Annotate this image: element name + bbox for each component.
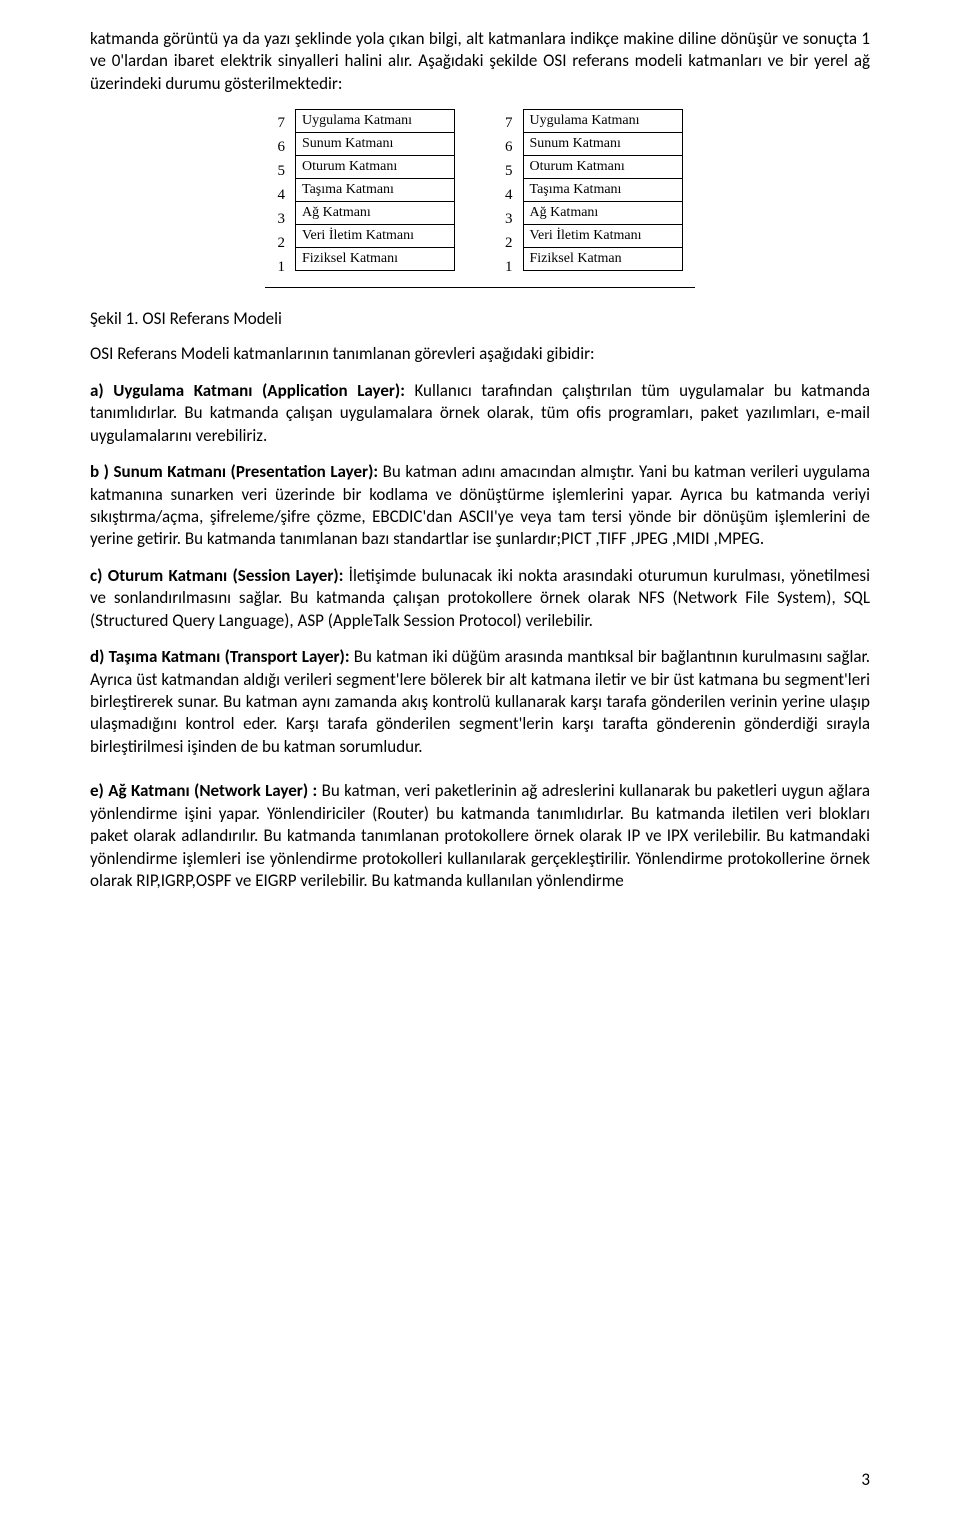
num: 3 [278,207,286,231]
layer-cell: Uygulama Katmanı [295,109,455,133]
num: 1 [278,255,286,279]
layer-cell: Fiziksel Katman [523,247,683,271]
layer-numbers-left: 7 6 5 4 3 2 1 [278,109,286,279]
layer-cell: Uygulama Katmanı [523,109,683,133]
page-number: 3 [861,1469,870,1490]
num: 4 [278,183,286,207]
num: 4 [505,183,513,207]
layer-numbers-right: 7 6 5 4 3 2 1 [505,109,513,279]
layer-cell: Sunum Katmanı [523,132,683,156]
num: 3 [505,207,513,231]
layer-cell: Taşıma Katmanı [523,178,683,202]
num: 6 [278,135,286,159]
num: 6 [505,135,513,159]
osi-stack-left: 7 6 5 4 3 2 1 Uygulama Katmanı Sunum Kat… [278,109,456,279]
layer-cell: Oturum Katmanı [523,155,683,179]
layer-cell: Sunum Katmanı [295,132,455,156]
layer-boxes-right: Uygulama Katmanı Sunum Katmanı Oturum Ka… [523,109,683,271]
num: 2 [505,231,513,255]
page: katmanda görüntü ya da yazı şeklinde yol… [0,0,960,1514]
section-a: a) Uygulama Katmanı (Application Layer):… [90,380,870,447]
section-e: e) Ağ Katmanı (Network Layer) : Bu katma… [90,780,870,892]
layer-cell: Veri İletim Katmanı [295,224,455,248]
num: 2 [278,231,286,255]
num: 1 [505,255,513,279]
section-a-head: a) Uygulama Katmanı (Application Layer): [90,380,405,401]
layer-boxes-left: Uygulama Katmanı Sunum Katmanı Oturum Ka… [295,109,455,271]
layer-cell: Ağ Katmanı [523,201,683,225]
physical-link-line [265,287,695,288]
section-e-head: e) Ağ Katmanı (Network Layer) : [90,780,317,801]
num: 5 [505,159,513,183]
section-b-head: b ) Sunum Katmanı (Presentation Layer): [90,461,378,482]
section-c-head: c) Oturum Katmanı (Session Layer): [90,565,343,586]
section-d-head: d) Taşıma Katmanı (Transport Layer): [90,646,350,667]
lead-paragraph: OSI Referans Modeli katmanlarının tanıml… [90,343,870,365]
osi-stack-right: 7 6 5 4 3 2 1 Uygulama Katmanı Sunum Kat… [505,109,683,279]
num: 5 [278,159,286,183]
layer-cell: Veri İletim Katmanı [523,224,683,248]
layer-cell: Taşıma Katmanı [295,178,455,202]
layer-cell: Oturum Katmanı [295,155,455,179]
intro-paragraph: katmanda görüntü ya da yazı şeklinde yol… [90,28,870,95]
osi-stacks: 7 6 5 4 3 2 1 Uygulama Katmanı Sunum Kat… [278,109,683,279]
section-b: b ) Sunum Katmanı (Presentation Layer): … [90,461,870,551]
section-d: d) Taşıma Katmanı (Transport Layer): Bu … [90,646,870,758]
figure-caption: Şekil 1. OSI Referans Modeli [90,308,870,329]
layer-cell: Ağ Katmanı [295,201,455,225]
num: 7 [505,111,513,135]
osi-figure: 7 6 5 4 3 2 1 Uygulama Katmanı Sunum Kat… [90,109,870,279]
layer-cell: Fiziksel Katmanı [295,247,455,271]
section-c: c) Oturum Katmanı (Session Layer): İleti… [90,565,870,632]
physical-link [90,287,870,288]
num: 7 [278,111,286,135]
